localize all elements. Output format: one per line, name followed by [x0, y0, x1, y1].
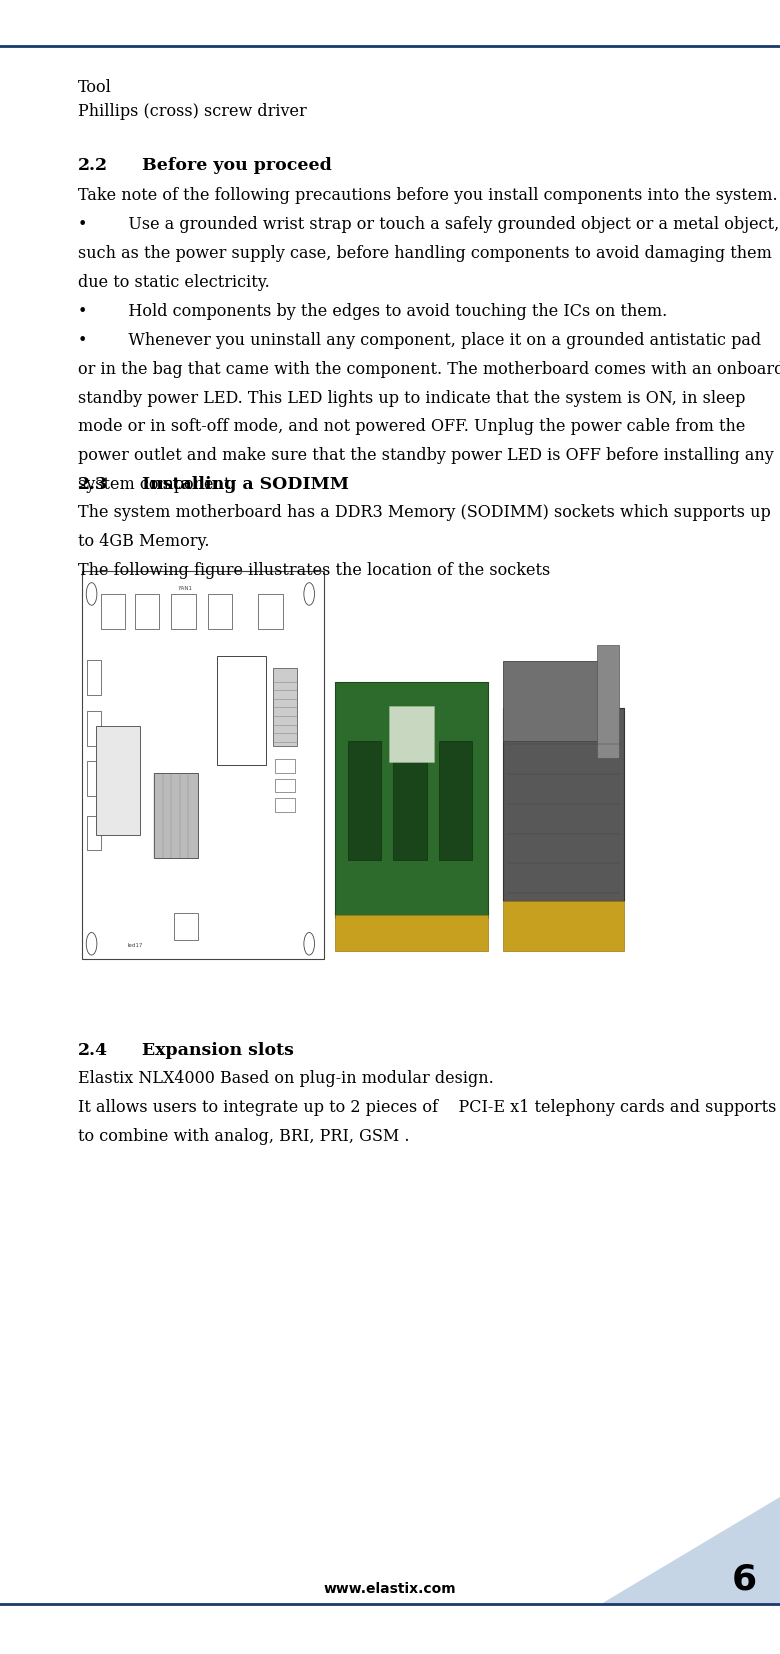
Text: Installing a SODIMM: Installing a SODIMM — [142, 476, 349, 493]
Text: power outlet and make sure that the standby power LED is OFF before installing a: power outlet and make sure that the stan… — [78, 447, 774, 465]
FancyBboxPatch shape — [503, 708, 624, 901]
Text: •        Use a grounded wrist strap or touch a safely grounded object or a metal: • Use a grounded wrist strap or touch a … — [78, 217, 779, 233]
Text: The following figure illustrates the location of the sockets: The following figure illustrates the loc… — [78, 562, 550, 579]
Text: or in the bag that came with the component. The motherboard comes with an onboar: or in the bag that came with the compone… — [78, 361, 780, 377]
FancyBboxPatch shape — [597, 645, 619, 758]
FancyBboxPatch shape — [439, 741, 473, 860]
Text: Phillips (cross) screw driver: Phillips (cross) screw driver — [78, 103, 307, 119]
FancyBboxPatch shape — [348, 741, 381, 860]
Text: system component.: system component. — [78, 476, 236, 493]
Text: Expansion slots: Expansion slots — [142, 1042, 294, 1059]
Text: 6: 6 — [732, 1561, 757, 1596]
FancyBboxPatch shape — [275, 779, 295, 792]
FancyBboxPatch shape — [275, 797, 295, 812]
Text: to combine with analog, BRI, PRI, GSM .: to combine with analog, BRI, PRI, GSM . — [78, 1128, 410, 1145]
Text: 2.2: 2.2 — [78, 157, 108, 174]
Text: Tool: Tool — [78, 79, 112, 96]
Text: led17: led17 — [127, 943, 143, 948]
FancyBboxPatch shape — [172, 594, 196, 629]
Text: due to static electricity.: due to static electricity. — [78, 273, 270, 291]
Text: 2.4: 2.4 — [78, 1042, 108, 1059]
Text: •        Hold components by the edges to avoid touching the ICs on them.: • Hold components by the edges to avoid … — [78, 303, 667, 319]
Text: It allows users to integrate up to 2 pieces of    PCI-E x1 telephony cards and s: It allows users to integrate up to 2 pie… — [78, 1100, 776, 1116]
Text: mode or in soft-off mode, and not powered OFF. Unplug the power cable from the: mode or in soft-off mode, and not powere… — [78, 418, 746, 435]
FancyBboxPatch shape — [388, 706, 434, 762]
Text: standby power LED. This LED lights up to indicate that the system is ON, in slee: standby power LED. This LED lights up to… — [78, 389, 746, 407]
FancyBboxPatch shape — [101, 594, 126, 629]
Text: Take note of the following precautions before you install components into the sy: Take note of the following precautions b… — [78, 187, 778, 203]
FancyBboxPatch shape — [82, 571, 324, 959]
FancyBboxPatch shape — [275, 759, 295, 772]
FancyBboxPatch shape — [154, 772, 198, 858]
FancyBboxPatch shape — [218, 657, 266, 764]
Text: Elastix NLX4000 Based on plug-in modular design.: Elastix NLX4000 Based on plug-in modular… — [78, 1070, 494, 1087]
Text: FAN1: FAN1 — [179, 586, 193, 590]
FancyBboxPatch shape — [207, 594, 232, 629]
FancyBboxPatch shape — [174, 913, 198, 939]
FancyBboxPatch shape — [273, 668, 297, 746]
Text: to 4GB Memory.: to 4GB Memory. — [78, 533, 210, 551]
Text: www.elastix.com: www.elastix.com — [324, 1583, 456, 1596]
FancyBboxPatch shape — [335, 681, 488, 918]
Text: •        Whenever you uninstall any component, place it on a grounded antistatic: • Whenever you uninstall any component, … — [78, 331, 761, 349]
FancyBboxPatch shape — [503, 662, 606, 741]
FancyBboxPatch shape — [87, 761, 101, 796]
FancyBboxPatch shape — [97, 726, 140, 835]
FancyBboxPatch shape — [393, 741, 427, 860]
FancyBboxPatch shape — [503, 901, 624, 951]
Text: The system motherboard has a DDR3 Memory (SODIMM) sockets which supports up: The system motherboard has a DDR3 Memory… — [78, 504, 771, 521]
Polygon shape — [601, 1497, 780, 1604]
FancyBboxPatch shape — [335, 915, 488, 951]
FancyBboxPatch shape — [87, 815, 101, 850]
FancyBboxPatch shape — [135, 594, 159, 629]
FancyBboxPatch shape — [87, 660, 101, 695]
Text: 2.3: 2.3 — [78, 476, 108, 493]
FancyBboxPatch shape — [87, 711, 101, 746]
FancyBboxPatch shape — [258, 594, 282, 629]
Text: such as the power supply case, before handling components to avoid damaging them: such as the power supply case, before ha… — [78, 245, 772, 261]
Text: Before you proceed: Before you proceed — [142, 157, 332, 174]
